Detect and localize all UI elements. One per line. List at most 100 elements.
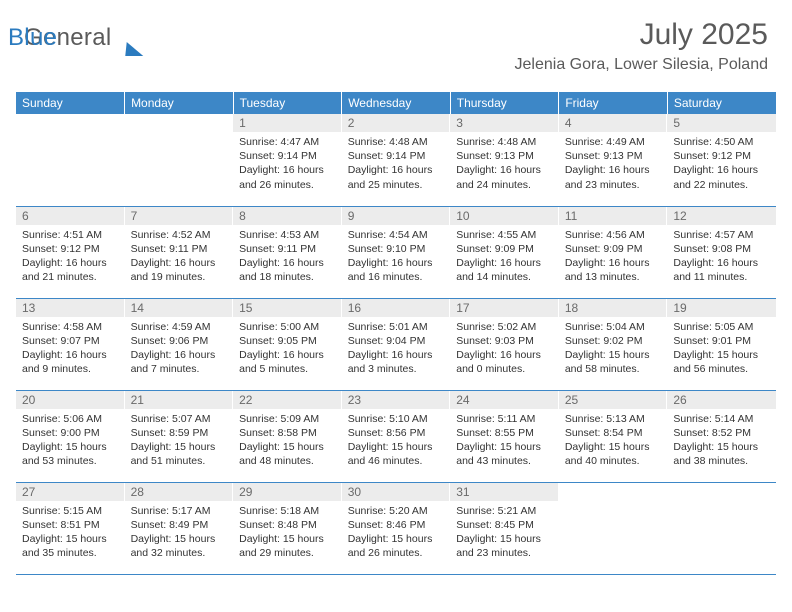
day-number: 11 xyxy=(559,207,668,225)
calendar-cell: 13Sunrise: 4:58 AMSunset: 9:07 PMDayligh… xyxy=(16,298,125,390)
calendar-cell: 10Sunrise: 4:55 AMSunset: 9:09 PMDayligh… xyxy=(450,206,559,298)
day-details: Sunrise: 5:21 AMSunset: 8:45 PMDaylight:… xyxy=(450,501,559,561)
day-details: Sunrise: 4:48 AMSunset: 9:14 PMDaylight:… xyxy=(342,132,451,192)
day-number: 22 xyxy=(233,391,342,409)
day-details: Sunrise: 5:05 AMSunset: 9:01 PMDaylight:… xyxy=(667,317,776,377)
day-number: 4 xyxy=(559,114,668,132)
day-details: Sunrise: 5:11 AMSunset: 8:55 PMDaylight:… xyxy=(450,409,559,469)
calendar-cell: 11Sunrise: 4:56 AMSunset: 9:09 PMDayligh… xyxy=(559,206,668,298)
calendar-cell: 7Sunrise: 4:52 AMSunset: 9:11 PMDaylight… xyxy=(125,206,234,298)
day-details: Sunrise: 4:51 AMSunset: 9:12 PMDaylight:… xyxy=(16,225,125,285)
calendar-cell: 24Sunrise: 5:11 AMSunset: 8:55 PMDayligh… xyxy=(450,390,559,482)
day-details: Sunrise: 4:48 AMSunset: 9:13 PMDaylight:… xyxy=(450,132,559,192)
day-details: Sunrise: 4:54 AMSunset: 9:10 PMDaylight:… xyxy=(342,225,451,285)
calendar-week: 1Sunrise: 4:47 AMSunset: 9:14 PMDaylight… xyxy=(16,114,776,206)
day-details: Sunrise: 5:07 AMSunset: 8:59 PMDaylight:… xyxy=(125,409,234,469)
day-details: Sunrise: 5:01 AMSunset: 9:04 PMDaylight:… xyxy=(342,317,451,377)
calendar-cell: 3Sunrise: 4:48 AMSunset: 9:13 PMDaylight… xyxy=(450,114,559,206)
day-number: 18 xyxy=(559,299,668,317)
calendar-cell xyxy=(667,482,776,574)
day-number: 25 xyxy=(559,391,668,409)
calendar-cell: 15Sunrise: 5:00 AMSunset: 9:05 PMDayligh… xyxy=(233,298,342,390)
day-header: Thursday xyxy=(450,92,559,114)
day-number: 9 xyxy=(342,207,451,225)
day-details: Sunrise: 5:09 AMSunset: 8:58 PMDaylight:… xyxy=(233,409,342,469)
day-details: Sunrise: 4:57 AMSunset: 9:08 PMDaylight:… xyxy=(667,225,776,285)
calendar-cell: 5Sunrise: 4:50 AMSunset: 9:12 PMDaylight… xyxy=(667,114,776,206)
calendar-cell: 27Sunrise: 5:15 AMSunset: 8:51 PMDayligh… xyxy=(16,482,125,574)
day-number: 28 xyxy=(125,483,234,501)
calendar-cell: 30Sunrise: 5:20 AMSunset: 8:46 PMDayligh… xyxy=(342,482,451,574)
day-number: 20 xyxy=(16,391,125,409)
day-details: Sunrise: 5:15 AMSunset: 8:51 PMDaylight:… xyxy=(16,501,125,561)
day-number: 7 xyxy=(125,207,234,225)
day-number: 27 xyxy=(16,483,125,501)
calendar-cell: 21Sunrise: 5:07 AMSunset: 8:59 PMDayligh… xyxy=(125,390,234,482)
logo-text-blue: Blue xyxy=(8,24,57,52)
calendar-cell xyxy=(16,114,125,206)
day-number: 1 xyxy=(233,114,342,132)
calendar-cell: 28Sunrise: 5:17 AMSunset: 8:49 PMDayligh… xyxy=(125,482,234,574)
calendar-week: 6Sunrise: 4:51 AMSunset: 9:12 PMDaylight… xyxy=(16,206,776,298)
day-number: 16 xyxy=(342,299,451,317)
day-details: Sunrise: 4:59 AMSunset: 9:06 PMDaylight:… xyxy=(125,317,234,377)
day-header: Saturday xyxy=(667,92,776,114)
calendar-cell: 1Sunrise: 4:47 AMSunset: 9:14 PMDaylight… xyxy=(233,114,342,206)
day-details: Sunrise: 5:04 AMSunset: 9:02 PMDaylight:… xyxy=(559,317,668,377)
day-details: Sunrise: 4:52 AMSunset: 9:11 PMDaylight:… xyxy=(125,225,234,285)
calendar-cell: 6Sunrise: 4:51 AMSunset: 9:12 PMDaylight… xyxy=(16,206,125,298)
calendar-cell: 17Sunrise: 5:02 AMSunset: 9:03 PMDayligh… xyxy=(450,298,559,390)
day-details: Sunrise: 4:47 AMSunset: 9:14 PMDaylight:… xyxy=(233,132,342,192)
calendar-cell: 31Sunrise: 5:21 AMSunset: 8:45 PMDayligh… xyxy=(450,482,559,574)
day-details: Sunrise: 5:10 AMSunset: 8:56 PMDaylight:… xyxy=(342,409,451,469)
day-number: 17 xyxy=(450,299,559,317)
calendar-cell: 23Sunrise: 5:10 AMSunset: 8:56 PMDayligh… xyxy=(342,390,451,482)
calendar-cell xyxy=(559,482,668,574)
day-header: Wednesday xyxy=(342,92,451,114)
calendar-cell: 14Sunrise: 4:59 AMSunset: 9:06 PMDayligh… xyxy=(125,298,234,390)
day-header: Monday xyxy=(125,92,234,114)
day-details: Sunrise: 4:49 AMSunset: 9:13 PMDaylight:… xyxy=(559,132,668,192)
day-details: Sunrise: 4:55 AMSunset: 9:09 PMDaylight:… xyxy=(450,225,559,285)
calendar-week: 20Sunrise: 5:06 AMSunset: 9:00 PMDayligh… xyxy=(16,390,776,482)
day-number: 12 xyxy=(667,207,776,225)
day-details: Sunrise: 5:17 AMSunset: 8:49 PMDaylight:… xyxy=(125,501,234,561)
day-header: Sunday xyxy=(16,92,125,114)
day-number: 19 xyxy=(667,299,776,317)
day-number: 5 xyxy=(667,114,776,132)
day-header: Tuesday xyxy=(233,92,342,114)
calendar-cell: 2Sunrise: 4:48 AMSunset: 9:14 PMDaylight… xyxy=(342,114,451,206)
calendar-cell: 19Sunrise: 5:05 AMSunset: 9:01 PMDayligh… xyxy=(667,298,776,390)
day-number: 13 xyxy=(16,299,125,317)
day-number: 26 xyxy=(667,391,776,409)
day-number: 14 xyxy=(125,299,234,317)
day-details: Sunrise: 5:18 AMSunset: 8:48 PMDaylight:… xyxy=(233,501,342,561)
calendar-cell: 26Sunrise: 5:14 AMSunset: 8:52 PMDayligh… xyxy=(667,390,776,482)
day-details: Sunrise: 5:06 AMSunset: 9:00 PMDaylight:… xyxy=(16,409,125,469)
day-details: Sunrise: 4:56 AMSunset: 9:09 PMDaylight:… xyxy=(559,225,668,285)
calendar-week: 27Sunrise: 5:15 AMSunset: 8:51 PMDayligh… xyxy=(16,482,776,574)
day-number: 21 xyxy=(125,391,234,409)
calendar-week: 13Sunrise: 4:58 AMSunset: 9:07 PMDayligh… xyxy=(16,298,776,390)
day-number: 10 xyxy=(450,207,559,225)
day-header: Friday xyxy=(559,92,668,114)
day-details: Sunrise: 5:13 AMSunset: 8:54 PMDaylight:… xyxy=(559,409,668,469)
calendar-cell: 25Sunrise: 5:13 AMSunset: 8:54 PMDayligh… xyxy=(559,390,668,482)
calendar-cell: 4Sunrise: 4:49 AMSunset: 9:13 PMDaylight… xyxy=(559,114,668,206)
page-title: July 2025 xyxy=(640,18,768,52)
calendar-cell: 16Sunrise: 5:01 AMSunset: 9:04 PMDayligh… xyxy=(342,298,451,390)
day-number: 29 xyxy=(233,483,342,501)
calendar-cell xyxy=(125,114,234,206)
logo-sail-icon xyxy=(125,42,144,56)
day-details: Sunrise: 4:53 AMSunset: 9:11 PMDaylight:… xyxy=(233,225,342,285)
day-details: Sunrise: 4:50 AMSunset: 9:12 PMDaylight:… xyxy=(667,132,776,192)
day-number: 15 xyxy=(233,299,342,317)
calendar-header-row: SundayMondayTuesdayWednesdayThursdayFrid… xyxy=(16,92,776,114)
day-number: 6 xyxy=(16,207,125,225)
day-number: 30 xyxy=(342,483,451,501)
location-subtitle: Jelenia Gora, Lower Silesia, Poland xyxy=(515,56,768,74)
day-details: Sunrise: 5:14 AMSunset: 8:52 PMDaylight:… xyxy=(667,409,776,469)
day-number: 3 xyxy=(450,114,559,132)
calendar-cell: 22Sunrise: 5:09 AMSunset: 8:58 PMDayligh… xyxy=(233,390,342,482)
calendar-cell: 18Sunrise: 5:04 AMSunset: 9:02 PMDayligh… xyxy=(559,298,668,390)
